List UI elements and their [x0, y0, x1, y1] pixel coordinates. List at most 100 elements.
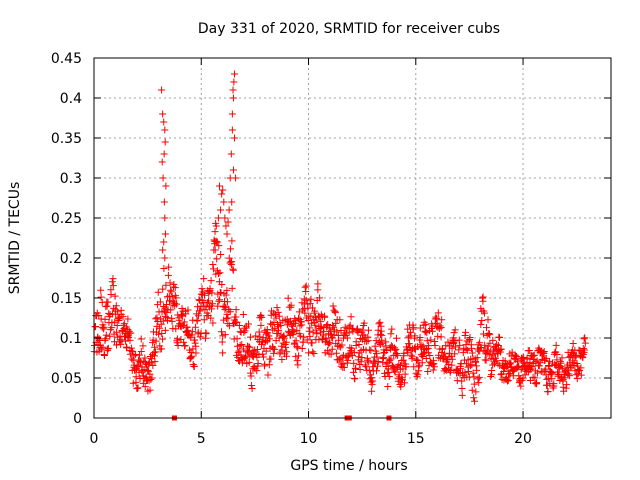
data-point — [126, 336, 134, 344]
data-point — [467, 344, 475, 352]
data-point — [188, 352, 196, 360]
data-point — [581, 339, 589, 347]
data-point — [384, 382, 392, 390]
data-point — [486, 348, 494, 356]
data-point — [241, 353, 249, 361]
data-point — [254, 359, 262, 367]
data-point — [221, 331, 229, 339]
data-point — [161, 230, 169, 238]
data-point — [225, 206, 233, 214]
data-point — [393, 350, 401, 358]
data-point — [440, 354, 448, 362]
data-point — [147, 375, 155, 383]
data-point — [418, 359, 426, 367]
data-point — [411, 332, 419, 340]
data-point — [200, 275, 208, 283]
axes: 0 0.05 0.1 0.15 0.2 0.25 0.3 0.35 0.4 0.45 0 5 10 15 2… — [51, 51, 612, 447]
data-point — [159, 246, 167, 254]
data-point — [300, 333, 308, 341]
data-point — [558, 354, 566, 362]
data-point — [551, 361, 559, 369]
data-point — [306, 332, 314, 340]
data-point — [173, 335, 181, 343]
data-point — [253, 367, 261, 375]
data-point — [298, 344, 306, 352]
data-point — [240, 328, 248, 336]
data-point — [228, 110, 236, 118]
data-point — [151, 358, 159, 366]
data-point — [481, 341, 489, 349]
data-point — [228, 126, 236, 134]
data-point — [306, 300, 314, 308]
data-point — [484, 342, 492, 350]
data-point — [188, 328, 196, 336]
data-point — [278, 355, 286, 363]
data-point — [351, 375, 359, 383]
data-point — [217, 206, 225, 214]
data-point — [137, 348, 145, 356]
data-point — [434, 332, 442, 340]
data-point — [124, 315, 132, 323]
data-point — [488, 367, 496, 375]
data-point — [160, 118, 168, 126]
data-point — [180, 338, 188, 346]
data-point — [422, 320, 430, 328]
data-point — [163, 301, 171, 309]
data-point — [336, 316, 344, 324]
data-point — [573, 375, 581, 383]
data-point — [459, 349, 467, 357]
data-point — [504, 376, 512, 384]
data-point — [493, 340, 501, 348]
data-point — [187, 348, 195, 356]
data-point — [270, 318, 278, 326]
data-point — [313, 330, 321, 338]
y-tick-label: 0 — [73, 411, 82, 427]
data-point — [517, 382, 525, 390]
data-point — [174, 341, 182, 349]
data-point — [364, 337, 372, 345]
data-point — [161, 312, 169, 320]
data-point — [159, 317, 167, 325]
data-point — [217, 250, 225, 258]
data-point — [214, 302, 222, 310]
data-point — [269, 344, 277, 352]
data-point — [182, 310, 190, 318]
data-point — [247, 382, 255, 390]
data-point — [219, 186, 227, 194]
data-point — [199, 288, 207, 296]
data-point — [264, 329, 272, 337]
data-point — [523, 354, 531, 362]
data-point — [421, 328, 429, 336]
data-point — [149, 362, 157, 370]
data-point — [521, 371, 529, 379]
data-point — [167, 286, 175, 294]
y-tick-label: 0.15 — [51, 291, 82, 307]
data-point — [253, 346, 261, 354]
data-point — [473, 366, 481, 374]
data-point — [362, 363, 370, 371]
data-point — [347, 313, 355, 321]
data-point — [145, 360, 153, 368]
data-point — [577, 371, 585, 379]
data-point — [127, 329, 135, 337]
data-point — [133, 362, 141, 370]
data-point — [458, 391, 466, 399]
data-point — [480, 330, 488, 338]
data-point — [531, 379, 539, 387]
data-point — [338, 341, 346, 349]
data-point — [107, 291, 115, 299]
data-point — [267, 320, 275, 328]
data-point — [135, 351, 143, 359]
data-point — [218, 328, 226, 336]
data-point — [184, 306, 192, 314]
data-point — [327, 350, 335, 358]
data-point — [132, 373, 140, 381]
data-point — [221, 214, 229, 222]
data-point — [552, 341, 560, 349]
data-point — [259, 350, 267, 358]
data-point — [413, 356, 421, 364]
data-point — [137, 335, 145, 343]
data-point — [228, 284, 236, 292]
data-point — [181, 342, 189, 350]
data-point — [324, 321, 332, 329]
